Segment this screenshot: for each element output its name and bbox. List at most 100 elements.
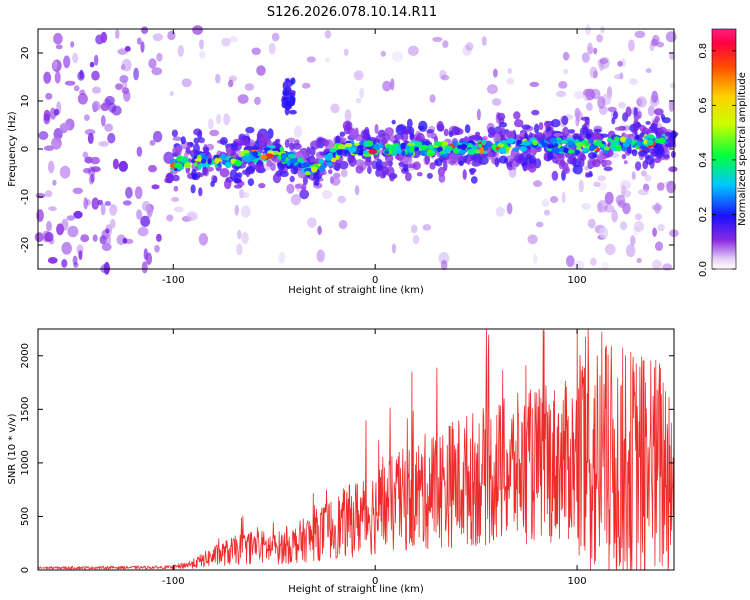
spectrogram-cell <box>482 145 489 150</box>
spectrogram-cell <box>633 227 640 236</box>
spectrogram-cell <box>639 145 646 150</box>
spectrogram-cell <box>554 143 559 148</box>
spectrogram-cell <box>460 143 467 151</box>
spectrogram-cell <box>611 209 618 223</box>
spectrogram-cell <box>513 111 521 120</box>
spectrogram-cell <box>343 149 349 155</box>
spectrogram-cell <box>152 33 164 42</box>
spectrogram-cell <box>575 117 580 127</box>
spectrogram-cell <box>140 41 145 53</box>
spectrogram-cell <box>171 129 178 138</box>
spectrogram-cell <box>293 125 303 138</box>
snr-frame <box>37 328 675 571</box>
spectrogram-cell <box>433 141 443 146</box>
spectrogram-cell <box>594 139 603 145</box>
spectrogram-cell <box>316 249 325 263</box>
spectrogram-cell <box>348 156 357 167</box>
spectrogram-cell <box>47 160 55 174</box>
spectrogram-cell <box>654 144 664 155</box>
spectrogram-cell <box>236 243 243 256</box>
spectrogram-cell <box>357 145 364 149</box>
spectrogram-cell <box>606 137 613 142</box>
spectrogram-cell <box>394 133 404 140</box>
spectrogram-cell <box>498 121 508 128</box>
spectrogram-cell <box>462 44 472 56</box>
spectrogram-cell <box>136 146 143 157</box>
spectrogram-cell <box>271 32 280 42</box>
spectrogram-cell <box>55 44 63 50</box>
spectrogram-cell <box>426 172 433 179</box>
spectrogram-cell <box>599 58 609 64</box>
spectrogram-cell <box>174 206 184 213</box>
spectrogram-cell <box>229 169 238 181</box>
spectrogram-cell <box>181 156 189 161</box>
spectrogram-cell <box>603 159 612 166</box>
spectrogram-cell <box>215 73 221 84</box>
spectrogram-cell <box>73 210 83 219</box>
spectrogram-cell <box>228 79 234 88</box>
spectrogram-cell <box>572 164 583 175</box>
spectrogram-cell <box>656 182 665 191</box>
spectrogram-cell <box>201 158 207 164</box>
colorbar-gradient <box>711 28 737 270</box>
spectrogram-cell <box>506 138 514 144</box>
spectrogram-cell <box>311 166 318 173</box>
spectrogram-cell <box>100 203 106 216</box>
spectrogram-cell <box>321 189 333 200</box>
spectrogram-cell <box>621 185 626 197</box>
spectrogram-cell <box>64 80 76 86</box>
spectrogram-cell <box>581 133 586 141</box>
spectrogram-cell <box>52 179 57 186</box>
spectrogram-cell <box>109 204 118 216</box>
spectrogram-cell <box>390 78 395 91</box>
spectrogram-ytick-label: 20 <box>20 47 31 60</box>
snr-ytick-label: 2000 <box>20 343 31 368</box>
spectrogram-cell <box>561 115 569 126</box>
spectrogram-cell <box>410 224 418 234</box>
spectrogram-cell <box>133 67 140 81</box>
spectrogram-cell <box>198 187 203 197</box>
spectrogram-cell <box>586 102 593 111</box>
spectrogram-cell <box>289 90 296 95</box>
spectrogram-cell <box>80 234 90 243</box>
spectrogram-cell <box>426 129 435 134</box>
spectrogram-cell <box>306 146 311 156</box>
spectrogram-cell <box>330 157 337 163</box>
spectrogram-cell <box>384 153 394 163</box>
spectrogram-cell <box>288 109 297 115</box>
spectrogram-cell <box>237 229 242 240</box>
spectrogram-xtick-label: 0 <box>372 275 378 286</box>
spectrogram-cell <box>343 48 349 56</box>
spectrogram-cell <box>84 114 90 121</box>
spectrogram-cell <box>625 244 636 258</box>
spectrogram-cell <box>598 182 607 191</box>
spectrogram-cell <box>301 82 311 89</box>
spectrogram-cell <box>92 86 101 94</box>
spectrogram-cell <box>658 126 667 135</box>
snr-line <box>37 328 675 571</box>
spectrogram-cell <box>454 128 464 135</box>
spectrogram-cell <box>172 174 180 182</box>
spectrogram-cell <box>359 141 365 146</box>
spectrogram-cell <box>599 226 609 239</box>
spectrogram-cell <box>338 219 348 230</box>
spectrogram-ytick-label: 10 <box>20 95 31 108</box>
spectrogram-cell <box>655 241 663 251</box>
spectrogram-cell <box>384 127 395 137</box>
spectrogram-cell <box>61 259 68 268</box>
spectrogram-cell <box>563 147 569 153</box>
spectrogram-cell <box>614 126 623 131</box>
spectrogram-cell <box>217 163 222 167</box>
spectrogram-cell <box>219 168 230 178</box>
spectrogram-cell <box>458 160 464 166</box>
spectrogram-cell <box>109 218 116 229</box>
spectrogram-xtick-label: -100 <box>162 275 185 286</box>
spectrogram-cell <box>48 206 57 212</box>
spectrogram-cell <box>632 122 640 131</box>
spectrogram-cell <box>582 148 588 153</box>
spectrogram-cell <box>220 154 227 161</box>
spectrogram-cell <box>318 159 325 165</box>
spectrogram-ylabel: Frequency (Hz) <box>7 111 18 187</box>
spectrogram-cell <box>412 234 420 245</box>
